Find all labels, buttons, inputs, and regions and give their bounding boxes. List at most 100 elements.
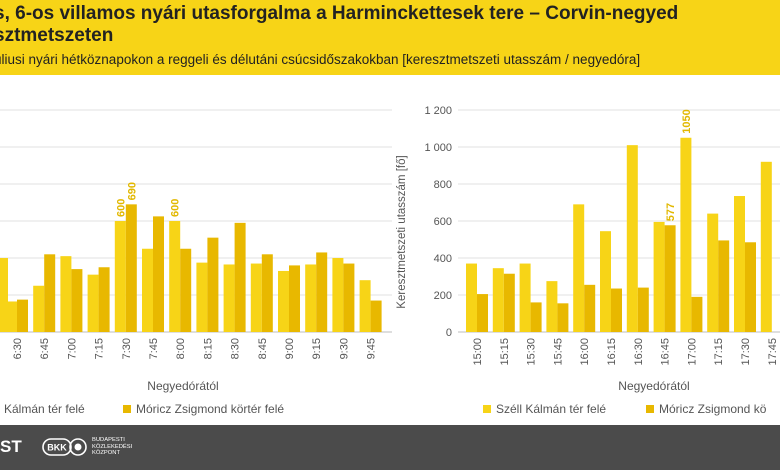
chart1-bar-series2 <box>17 299 28 332</box>
chart2-bar-series1 <box>626 145 638 332</box>
charts-area: 6:30 6:45 7:00 7:15 7:30 7:45 8:00 8:15 8:30 8:45… <box>0 105 780 416</box>
chart2-legend-series1-swatch <box>483 405 491 413</box>
chart2-data-label: 577 <box>665 203 677 221</box>
chart1-bar-series2 <box>370 300 382 332</box>
chart2-bar-series1 <box>680 137 692 332</box>
chart1-xtick-label: 7:30 <box>121 338 133 359</box>
chart2-bar-series1 <box>600 231 611 332</box>
chart1-bar-series1 <box>142 248 153 332</box>
chart2-bar-series1 <box>466 263 477 332</box>
chart1-bar-series1 <box>250 263 262 332</box>
chart1-x-axis-title: Negyedórától <box>147 379 218 393</box>
chart2-y-axis-title: Keresztmetszeti utasszám [fő] <box>396 155 408 308</box>
chart2-bar-series1 <box>546 281 558 332</box>
bkk-logo: BKK <box>42 438 87 456</box>
chart1-bar-series1 <box>305 264 317 332</box>
header-banner: s, 6-os villamos nyári utasforgalma a Ha… <box>0 0 780 75</box>
chart2-data-label: 1050 <box>681 109 693 133</box>
chart2-bar-series2 <box>745 242 756 332</box>
chart1-bar-series1 <box>60 256 72 332</box>
chart1-bar-series1 <box>196 262 208 332</box>
chart1-xtick-label: 9:30 <box>338 338 350 359</box>
chart1-xtick-label: 8:30 <box>230 338 242 359</box>
org-line-1: BUDAPESTI <box>92 437 125 443</box>
chart2-bar-series2 <box>718 240 730 332</box>
org-line-2: KÖZLEKEDÉSI <box>92 443 133 450</box>
chart2-xtick-label: 15:00 <box>472 338 484 366</box>
chart1-bar-partial <box>0 258 8 332</box>
chart2-ytick-label: 400 <box>434 253 452 265</box>
chart2-xtick-label: 17:45 <box>767 338 779 366</box>
chart1-bar-series2 <box>44 254 56 332</box>
chart1-xtick-label: 8:45 <box>257 338 269 359</box>
chart2-bar-series2 <box>691 296 703 332</box>
chart2-xtick-label: 17:15 <box>713 338 725 366</box>
chart1-bar-series2 <box>98 267 110 332</box>
chart1-xtick-label: 6:30 <box>12 338 24 359</box>
chart2-xtick-label: 16:00 <box>579 338 591 366</box>
chart1-xtick-label: 7:45 <box>148 338 160 359</box>
chart2-bar-series1 <box>653 221 665 332</box>
chart1-bar-series1 <box>33 285 45 332</box>
chart1-xtick-label: 8:15 <box>202 338 214 359</box>
chart1-bar-series2 <box>71 269 83 332</box>
chart1-legend-series1-label: Kálmán tér felé <box>4 402 85 416</box>
chart1-bar-series2 <box>125 204 137 332</box>
chart1-bar-series1 <box>278 270 289 332</box>
chart-title: s, 6-os villamos nyári utasforgalma a Ha… <box>0 3 678 47</box>
chart2-ytick-label: 200 <box>434 290 452 302</box>
chart2-ytick-label: 1 000 <box>424 142 452 154</box>
chart1-xtick-label: 6:45 <box>39 338 51 359</box>
chart1-bar-series1 <box>6 301 17 332</box>
chart1-bar-series1 <box>359 280 371 332</box>
footer-left-text: ST <box>0 437 22 456</box>
chart2-bar-series1 <box>492 268 504 332</box>
chart2-bar-series1 <box>573 204 585 332</box>
chart2-xtick-label: 17:30 <box>740 338 752 366</box>
chart2-bar-series2 <box>637 287 649 332</box>
org-name: BUDAPESTI KÖZLEKEDÉSI KÖZPONT <box>92 437 152 457</box>
chart2-bar-series2 <box>557 303 569 332</box>
chart1-bar-series2 <box>316 252 328 332</box>
chart2-bar-series1 <box>760 161 772 332</box>
chart2-xtick-label: 16:15 <box>606 338 618 366</box>
chart2-xtick-label: 16:30 <box>633 338 645 366</box>
chart1-bar-series1 <box>87 274 99 332</box>
chart2-bar-series1 <box>519 263 531 332</box>
chart2-ytick-label: 600 <box>434 216 452 228</box>
chart2-xtick-label: 17:00 <box>686 338 698 366</box>
chart1-xtick-label: 7:15 <box>94 338 106 359</box>
chart1-bar-series2 <box>153 216 164 332</box>
chart1-bar-series2 <box>289 265 300 332</box>
chart2-xtick-label: 15:15 <box>499 338 511 366</box>
chart2-xtick-label: 16:45 <box>660 338 672 366</box>
chart2-bar-series2 <box>611 288 622 332</box>
chart2-ytick-label: 0 <box>446 327 452 339</box>
chart2-bar-series2 <box>530 302 542 332</box>
chart1-xtick-label: 7:00 <box>66 338 78 359</box>
chart2-bar-series2 <box>503 273 515 332</box>
title-line-2: sztmetszeten <box>0 25 114 46</box>
chart1-xtick-label: 9:00 <box>284 338 296 359</box>
chart2-ytick-label: 800 <box>434 179 452 191</box>
footer-bar: ST BKK BUDAPESTI KÖZLEKEDÉSI KÖZPONT <box>0 425 780 470</box>
chart2-x-axis-title: Negyedórától <box>618 379 689 393</box>
chart1-bar-series1 <box>332 258 344 332</box>
chart2-ytick-label: 1 200 <box>424 105 452 117</box>
chart-subtitle: úliusi nyári hétköznapokon a reggeli és … <box>0 52 641 67</box>
chart1-bar-series1 <box>114 221 126 332</box>
chart1-bar-series2 <box>207 237 219 332</box>
chart2-legend-series2-label: Móricz Zsigmond kö <box>659 402 767 416</box>
chart1-bar-series1 <box>223 264 235 332</box>
chart2-legend-series2-swatch <box>646 405 654 413</box>
chart1-xtick-label: 9:45 <box>366 338 378 359</box>
title-line-1: s, 6-os villamos nyári utasforgalma a Ha… <box>0 3 679 24</box>
chart1-bar-series2 <box>343 263 355 332</box>
chart2-xtick-label: 15:45 <box>552 338 564 366</box>
chart1-xtick-label: 8:00 <box>175 338 187 359</box>
chart1-bar-series2 <box>180 248 192 332</box>
chart2-legend-series1-label: Széll Kálmán tér felé <box>496 402 606 416</box>
chart1-data-label: 600 <box>170 199 182 217</box>
chart2-bar-series2 <box>664 225 676 332</box>
chart1-data-label: 600 <box>115 199 127 217</box>
